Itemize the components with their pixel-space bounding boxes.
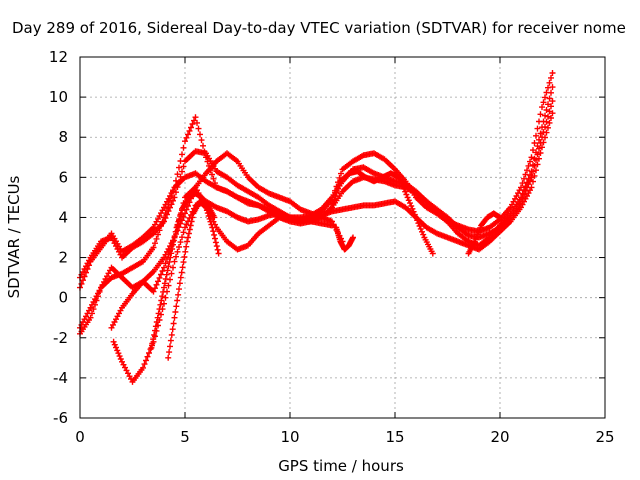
y-tick-label: -4 xyxy=(53,369,68,387)
point-markers xyxy=(165,198,222,361)
x-tick-label: 20 xyxy=(490,428,509,446)
y-tick-label: 10 xyxy=(49,88,68,106)
series-trace-9 xyxy=(329,168,436,257)
chart-title: Day 289 of 2016, Sidereal Day-to-day VTE… xyxy=(12,19,626,37)
series-trace-7 xyxy=(148,190,218,351)
series-trace-11 xyxy=(465,210,503,257)
y-tick-label: -2 xyxy=(53,329,68,347)
y-tick-label: 8 xyxy=(58,128,68,146)
y-tick-label: 12 xyxy=(49,48,68,66)
x-tick-label: 0 xyxy=(75,428,85,446)
y-tick-label: 2 xyxy=(58,249,68,267)
x-tick-label: 25 xyxy=(595,428,614,446)
plot-frame xyxy=(79,56,606,419)
y-tick-label: 6 xyxy=(58,168,68,186)
y-tick-labels: -6 -4 -2 0 2 4 6 8 10 12 xyxy=(49,48,68,427)
point-markers xyxy=(465,210,503,257)
series-trace-10 xyxy=(333,224,356,253)
point-markers xyxy=(333,224,356,253)
point-markers xyxy=(108,150,346,331)
x-tick-labels: 0 5 10 15 20 25 xyxy=(75,428,614,446)
y-tick-label: -6 xyxy=(53,409,68,427)
x-tick-label: 10 xyxy=(280,428,299,446)
series-trace-6 xyxy=(108,150,346,331)
point-markers xyxy=(329,168,436,257)
x-axis-label: GPS time / hours xyxy=(278,457,404,475)
y-tick-label: 0 xyxy=(58,289,68,307)
x-tick-label: 15 xyxy=(385,428,404,446)
y-axis-label: SDTVAR / TECUs xyxy=(5,175,23,298)
series-trace-8 xyxy=(165,198,222,361)
x-tick-label: 5 xyxy=(180,428,190,446)
y-tick-label: 4 xyxy=(58,208,68,226)
data-points xyxy=(77,70,556,385)
point-markers xyxy=(148,190,218,351)
